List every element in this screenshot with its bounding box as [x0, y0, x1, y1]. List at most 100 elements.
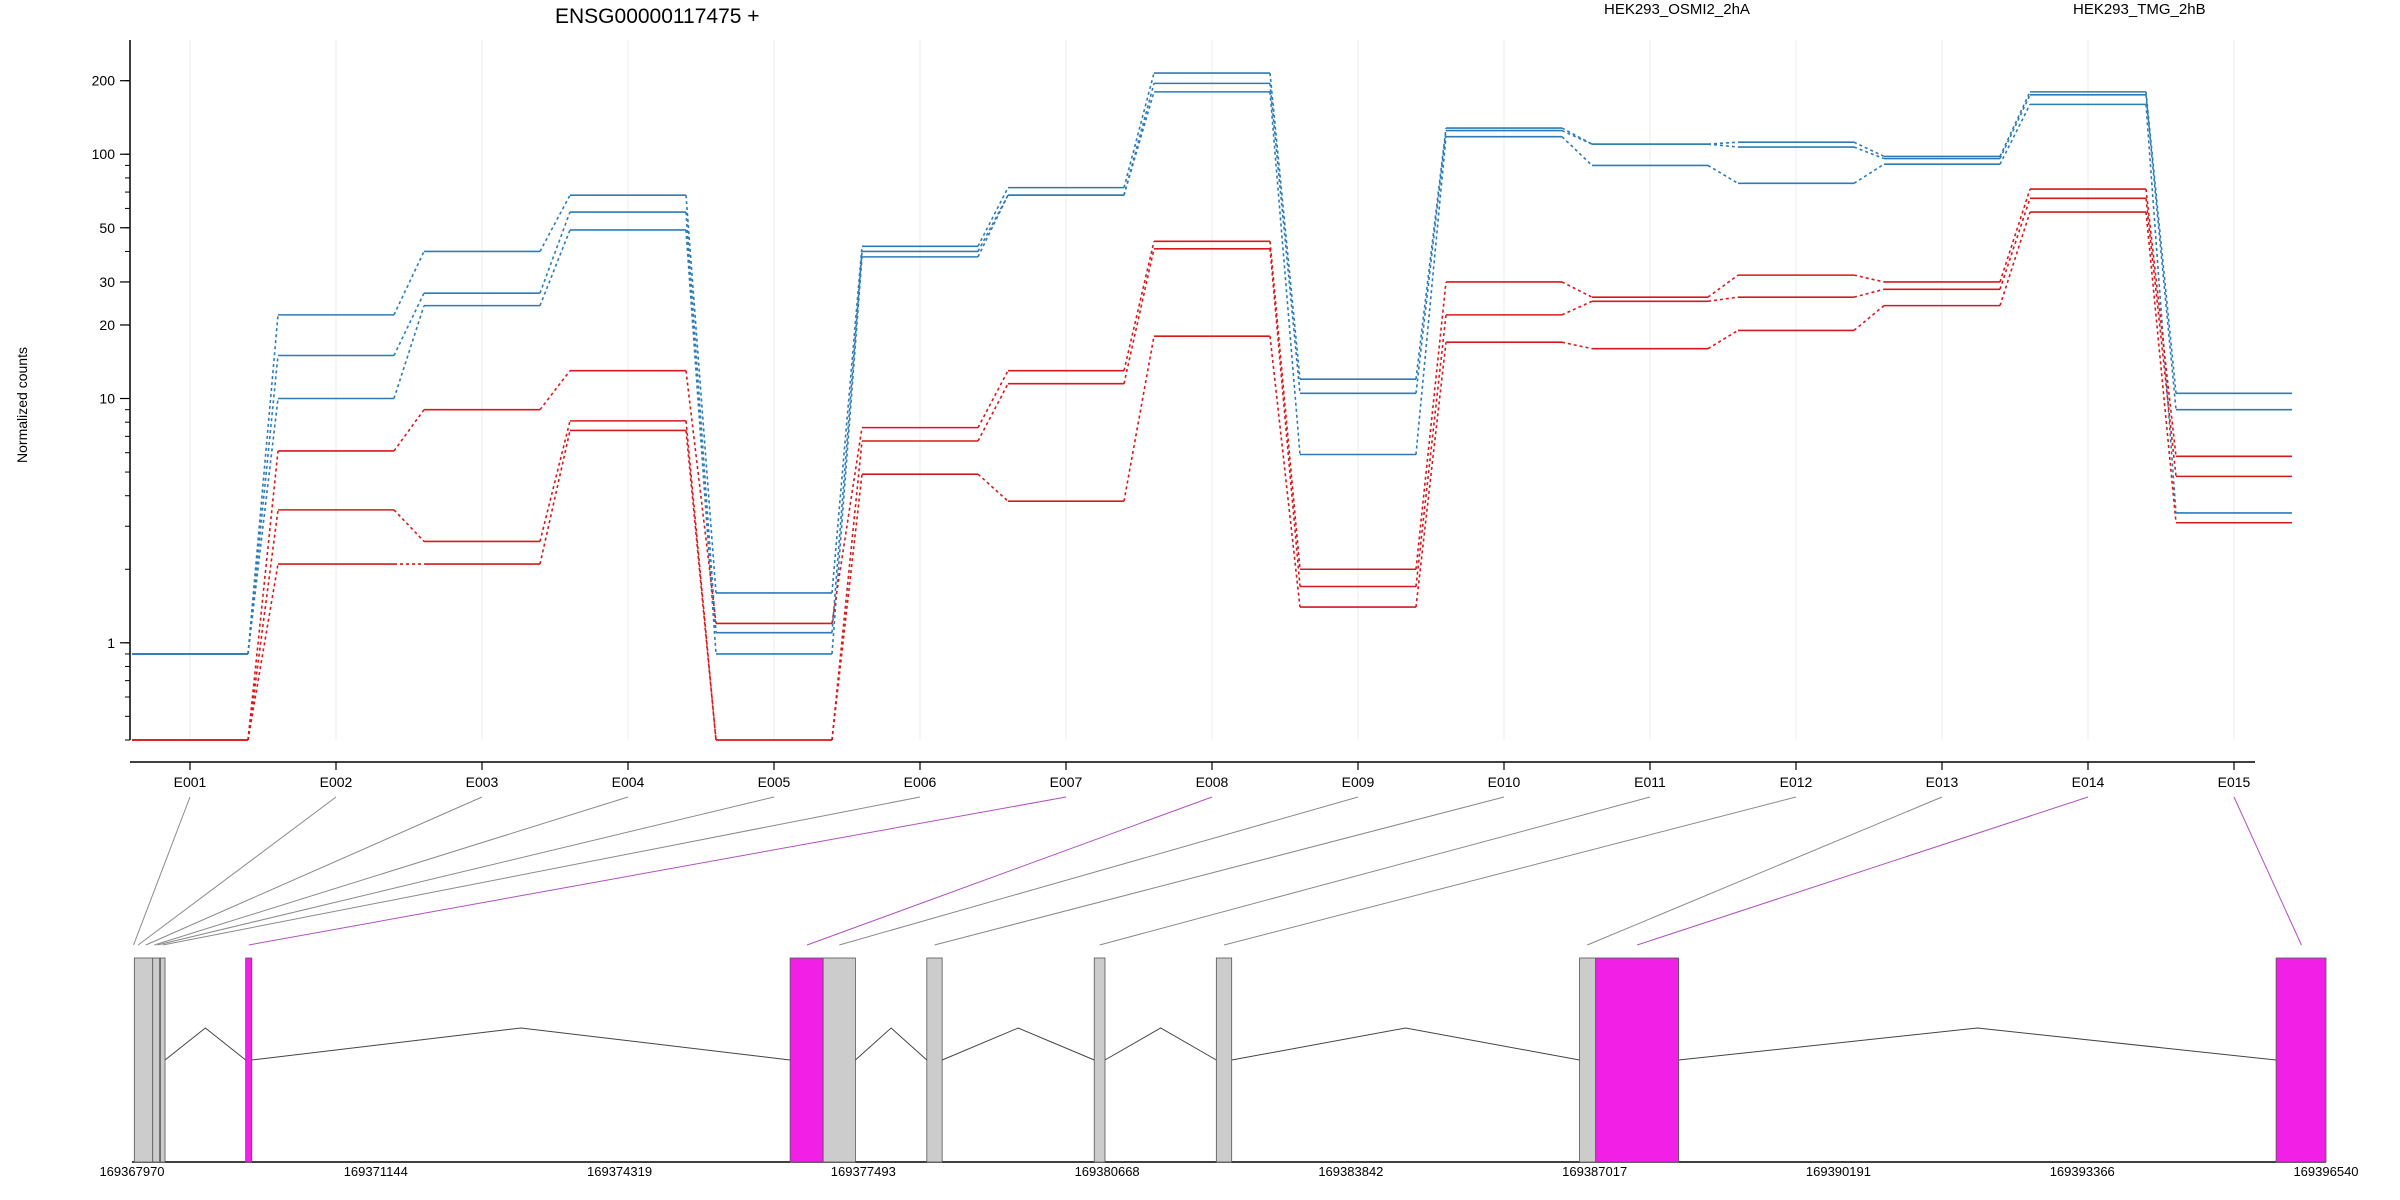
bin-connector: [977, 194, 1009, 258]
bin-connector: [1269, 72, 1301, 380]
exon: [1093, 957, 1106, 1163]
coordinate-label: 169377493: [831, 1164, 896, 1179]
y-tick-label: 200: [92, 73, 116, 89]
bin-connector: [2145, 211, 2177, 523]
y-tick-label: 50: [99, 220, 115, 236]
exon-bin-links: [133, 796, 2302, 946]
bin-connector: [1415, 130, 1447, 394]
y-tick-label: 10: [99, 391, 115, 407]
exon: [160, 957, 166, 1163]
exon: [1579, 957, 1597, 1163]
coordinate-label: 169374319: [587, 1164, 652, 1179]
series-osmi2-4: [132, 188, 2292, 741]
bin-connector: [393, 251, 425, 316]
exon: [926, 957, 943, 1163]
x-tick-label-e004: E004: [612, 774, 645, 790]
grid: [189, 40, 2235, 740]
bin-connector: [1415, 342, 1447, 608]
bin-connector: [1999, 188, 2031, 283]
coordinate-label: 169390191: [1806, 1164, 1871, 1179]
bin-connector: [831, 440, 863, 741]
intron: [941, 1027, 1095, 1061]
intron: [1231, 1027, 1580, 1061]
link-e010: [934, 796, 1505, 946]
bin-connector: [1707, 141, 1739, 145]
coordinate-label: 169380668: [1075, 1164, 1140, 1179]
series-tmg-3: [132, 91, 2292, 655]
coordinate-label: 169371144: [344, 1164, 408, 1179]
bin-connector: [977, 383, 1009, 442]
bin-connector: [2145, 104, 2177, 514]
gene-model: 169367970 169371144 169374319 169377493 1693…: [99, 957, 2359, 1179]
link-e009: [839, 796, 1359, 946]
link-e002: [137, 796, 337, 946]
link-e004: [154, 796, 629, 946]
bin-connector: [1999, 198, 2031, 290]
bin-connector: [977, 370, 1009, 428]
x-tick-label-e015: E015: [2218, 774, 2251, 790]
intron: [1104, 1027, 1217, 1061]
link-e005: [157, 796, 775, 946]
y-tick-label: 1: [107, 635, 115, 651]
bin-connector: [1707, 296, 1739, 303]
x-tick-label-e006: E006: [904, 774, 937, 790]
bin-connector: [831, 251, 863, 633]
bin-connector: [247, 450, 279, 741]
bin-connector: [1999, 91, 2031, 157]
link-e014: [1637, 796, 2089, 946]
bin-connector: [1853, 274, 1885, 283]
bin-connector: [1853, 305, 1885, 332]
bin-connector: [685, 229, 717, 655]
x-tick-label-e003: E003: [466, 774, 499, 790]
bin-connector: [1561, 341, 1593, 350]
bin-connector: [1561, 281, 1593, 298]
bin-connector: [539, 370, 571, 411]
link-e015: [2233, 796, 2302, 946]
bin-connector: [2145, 91, 2177, 394]
link-e012: [1223, 796, 1797, 946]
bin-connector: [1123, 91, 1155, 196]
chart-title: ENSG00000117475 +: [555, 5, 760, 28]
bin-connector: [977, 473, 1009, 502]
series-osmi2-6: [132, 211, 2292, 741]
bin-connector: [1123, 248, 1155, 384]
coordinate-label: 169396540: [2293, 1164, 2358, 1179]
x-tick-label-e014: E014: [2072, 774, 2105, 790]
link-e003: [145, 796, 483, 946]
y-tick-label: 30: [99, 274, 115, 290]
bin-connector: [1999, 211, 2031, 306]
intron: [855, 1027, 928, 1061]
bin-connector: [1415, 281, 1447, 570]
bin-connector: [685, 195, 717, 593]
bin-connector: [1853, 163, 1885, 185]
axes: 1 10 20 30 50 100 200 E001 E002 E003 E004 E005 E006 E…: [92, 40, 2255, 790]
bin-connector: [539, 211, 571, 294]
bin-connector: [1707, 274, 1739, 298]
exon: [822, 957, 856, 1163]
y-axis-label: Normalized counts: [14, 347, 30, 463]
bin-connector: [539, 430, 571, 565]
bin-connector: [1853, 146, 1885, 160]
bin-connector: [1123, 72, 1155, 188]
bin-connector: [1853, 288, 1885, 298]
intron: [251, 1027, 791, 1061]
bin-connector: [1269, 241, 1301, 570]
x-tick-label-e011: E011: [1634, 774, 1666, 790]
link-e011: [1099, 796, 1651, 946]
bin-connector: [247, 398, 279, 655]
bin-connector: [539, 194, 571, 252]
bin-connector: [685, 430, 717, 741]
x-tick-label-e010: E010: [1488, 774, 1521, 790]
bin-connector: [685, 370, 717, 624]
highlighted-exon: [2275, 957, 2327, 1163]
bin-connector: [1415, 136, 1447, 455]
link-e013: [1587, 796, 1943, 946]
link-e007: [248, 796, 1067, 946]
bin-connector: [977, 194, 1009, 252]
x-tick-label-e008: E008: [1196, 774, 1229, 790]
exon: [1215, 957, 1233, 1163]
exon: [133, 957, 154, 1163]
bin-connector: [831, 246, 863, 593]
series-osmi2-5: [132, 197, 2292, 741]
bin-connector: [1707, 164, 1739, 185]
